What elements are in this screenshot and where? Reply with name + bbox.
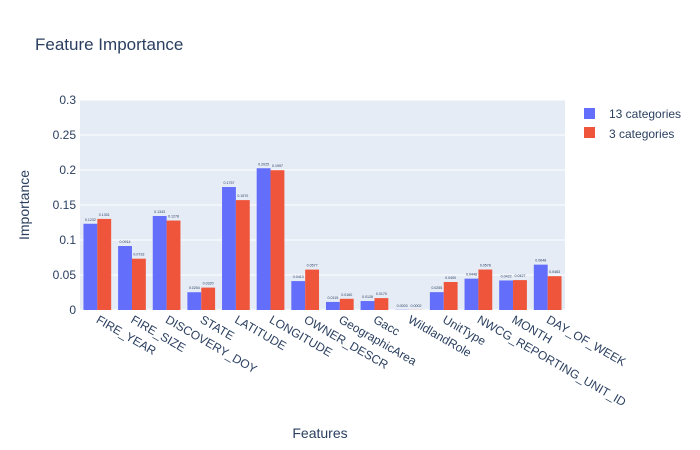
bar[interactable]: [166, 220, 181, 310]
y-tick-label: 0.2: [59, 163, 76, 177]
bar[interactable]: [118, 246, 132, 310]
legend-label: 3 categories: [609, 127, 674, 141]
y-tick-label: 0.15: [53, 198, 77, 212]
y-tick-label: 0.1: [59, 233, 76, 247]
bar[interactable]: [152, 215, 167, 310]
legend-label: 13 categories: [609, 107, 681, 121]
legend-item-13-categories[interactable]: 13 categories: [584, 107, 681, 121]
bars: [83, 168, 562, 310]
bar-value-label: 0.0128: [362, 295, 373, 299]
bar-value-label: 0.0422: [501, 274, 512, 278]
bar-value-labels: 0.1232 0.0914 0.1343 0.0254 0.1757 0.2025 0.04…: [85, 162, 560, 308]
legend-swatch: [584, 108, 595, 119]
bar-value-label: 0.0170: [376, 292, 387, 296]
bar[interactable]: [305, 269, 320, 310]
bar[interactable]: [499, 280, 514, 310]
x-axis-title: Features: [292, 425, 347, 441]
bar-value-label: 0.1997: [272, 164, 283, 168]
bar-value-label: 0.2025: [258, 162, 269, 166]
y-tick-label: 0: [69, 303, 76, 317]
bar[interactable]: [443, 282, 458, 310]
legend[interactable]: 13 categories 3 categories: [584, 107, 681, 141]
bar[interactable]: [83, 223, 98, 310]
bar-value-label: 0.0577: [307, 264, 318, 268]
bar[interactable]: [235, 200, 250, 310]
bar[interactable]: [201, 287, 216, 310]
bar-value-label: 0.0255: [431, 286, 442, 290]
bar-value-label: 0.0320: [203, 282, 214, 286]
y-tick-label: 0.3: [59, 93, 76, 107]
y-tick-label: 0.05: [53, 268, 77, 282]
bar[interactable]: [187, 292, 202, 310]
bar[interactable]: [291, 281, 306, 310]
bar[interactable]: [429, 292, 444, 310]
bar-value-label: 0.0160: [341, 293, 352, 297]
bar-value-label: 0.0400: [445, 276, 456, 280]
bar[interactable]: [325, 301, 340, 310]
bar[interactable]: [270, 170, 285, 310]
chart-title: Feature Importance: [35, 35, 183, 54]
legend-swatch: [584, 127, 595, 138]
bar-value-label: 0.1301: [99, 213, 110, 217]
bar-value-label: 0.1757: [223, 181, 234, 185]
bar-value-label: 0.0733: [133, 253, 144, 257]
bar-value-label: 0.0578: [480, 264, 491, 268]
bar-value-label: 0.1343: [154, 210, 165, 214]
bar[interactable]: [256, 168, 271, 310]
y-axis-title: Importance: [16, 170, 32, 240]
bar-value-label: 0.0483: [549, 270, 560, 274]
bar[interactable]: [533, 264, 548, 310]
bar[interactable]: [222, 187, 236, 310]
bar-value-label: 0.0648: [535, 259, 546, 263]
bar-value-label: 0.0413: [293, 275, 304, 279]
bar-value-label: 0.1232: [85, 218, 96, 222]
bar[interactable]: [513, 280, 527, 310]
bar[interactable]: [464, 278, 479, 310]
bar-value-label: 0.1278: [168, 215, 179, 219]
bar-value-label: 0.0914: [120, 240, 131, 244]
legend-item-3-categories[interactable]: 3 categories: [584, 127, 674, 141]
y-tick-label: 0.25: [53, 128, 77, 142]
bar[interactable]: [339, 298, 354, 310]
bar-value-label: 0.0254: [189, 286, 200, 290]
bar-value-label: 0.1570: [237, 194, 248, 198]
bar[interactable]: [547, 276, 562, 310]
bar-value-label: 0.0002: [411, 304, 422, 308]
bar[interactable]: [360, 301, 375, 310]
bar-value-label: 0.0003: [397, 304, 408, 308]
x-axis-ticks: FIRE_YEARFIRE_SIZEDISCOVERY_DOYSTATELATI…: [94, 312, 629, 409]
bar[interactable]: [131, 258, 146, 310]
bar[interactable]: [374, 298, 389, 310]
bar-value-label: 0.0115: [328, 296, 339, 300]
bar[interactable]: [478, 269, 493, 310]
bar-value-label: 0.0448: [466, 273, 477, 277]
bar-value-label: 0.0427: [514, 274, 525, 278]
y-axis-ticks: 0 0.05 0.1 0.15 0.2 0.25 0.3: [53, 93, 77, 317]
bar[interactable]: [97, 218, 112, 310]
